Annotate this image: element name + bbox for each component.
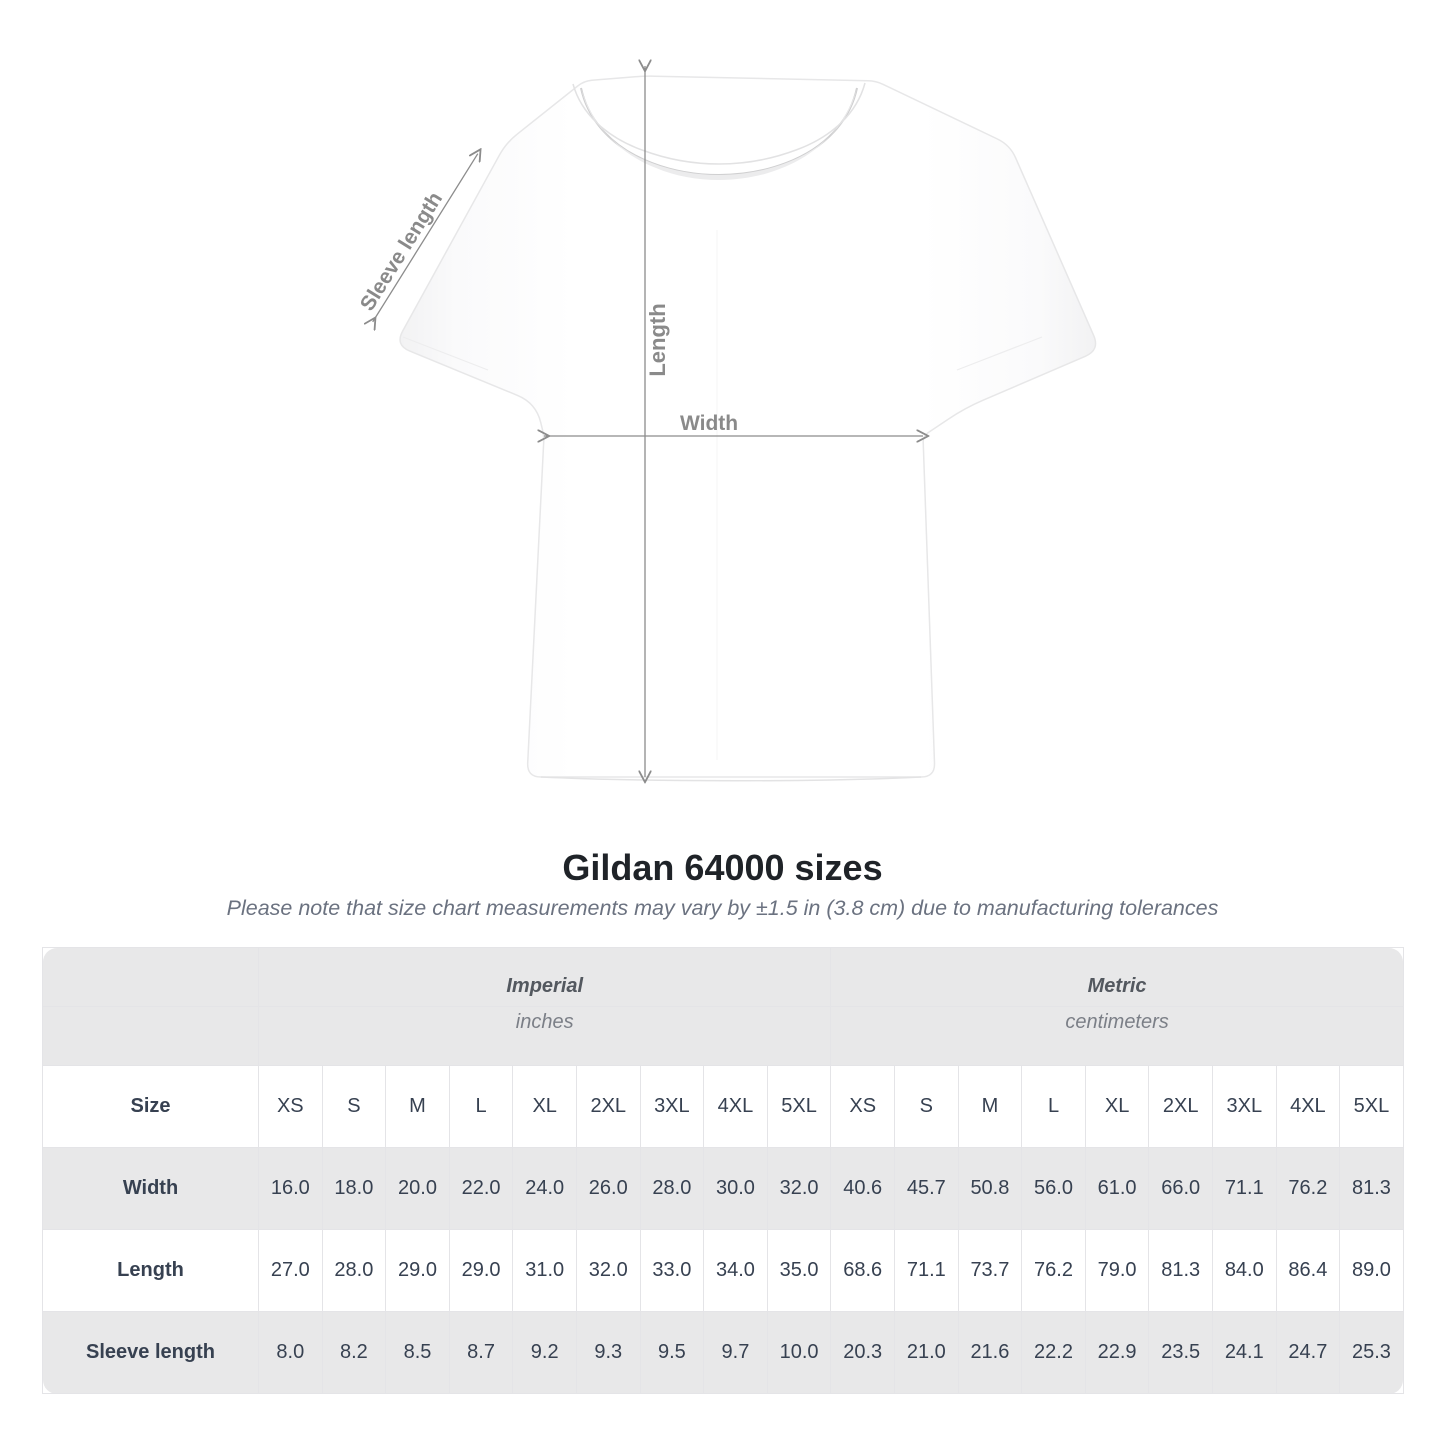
svg-text:Width: Width <box>680 412 738 435</box>
svg-text:Length: Length <box>645 303 670 376</box>
svg-text:Sleeve length: Sleeve length <box>356 188 447 315</box>
